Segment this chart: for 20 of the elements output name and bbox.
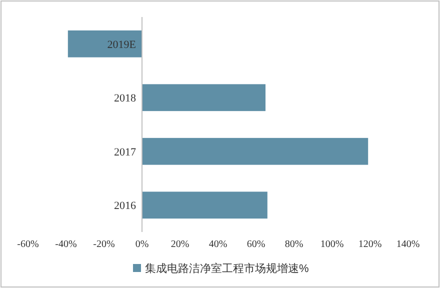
y-tick-label: 2018 [114,92,136,105]
x-tick-label: 40% [208,239,228,250]
x-tick-label: 100% [320,239,344,250]
x-tick-label: 20% [170,239,190,250]
x-tick-label: 140% [396,239,420,250]
bar [142,84,266,112]
y-tick-label: 2016 [114,200,136,212]
bar [142,138,368,165]
x-tick-label: 60% [246,239,266,250]
y-tick-label: 2017 [114,146,136,158]
bar [142,192,268,219]
bar [68,30,142,58]
x-tick-label: -20% [93,239,115,250]
x-tick-label: 80% [284,239,304,250]
legend-label: 集成电路洁净室工程市场规增速% [145,262,309,275]
x-tick-label: 120% [358,239,382,250]
y-tick-label: 2019E [107,38,136,51]
x-tick-label: -40% [55,239,77,250]
x-tick-label: 0% [135,239,149,250]
x-tick-label: -60% [17,239,39,250]
